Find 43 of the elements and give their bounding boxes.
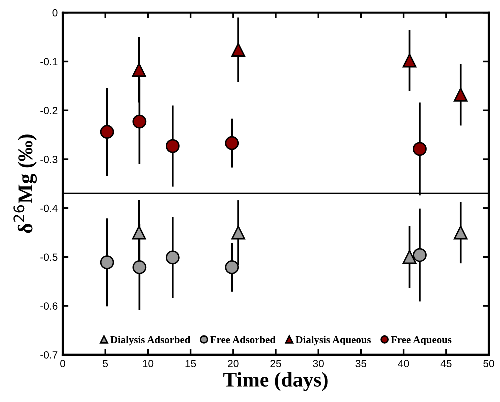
point <box>232 226 246 240</box>
point <box>454 88 468 102</box>
point <box>225 260 240 274</box>
point <box>166 139 180 154</box>
point <box>132 260 147 274</box>
x-tick-label: 50 <box>484 360 494 368</box>
x-tick-label: 40 <box>398 360 410 368</box>
x-tick-label: 10 <box>143 360 154 368</box>
x-tick-label: 0 <box>60 360 66 368</box>
point <box>454 226 468 240</box>
x-tick-label: 45 <box>440 360 452 368</box>
x-tick-label: 35 <box>356 360 367 368</box>
point <box>132 63 146 77</box>
x-tick-label: 20 <box>228 360 239 368</box>
y-tick-label: 0 <box>52 9 58 17</box>
x-axis-title: Time (days) <box>224 372 328 392</box>
x-tick-label: 5 <box>103 360 108 368</box>
point <box>132 114 147 129</box>
x-tick-label: 30 <box>313 360 324 368</box>
point <box>413 142 427 156</box>
legend-label: Dialysis Aqueous <box>296 336 372 346</box>
point <box>402 250 417 264</box>
y-tick-label: -0.3 <box>40 156 58 164</box>
y-axis-title: δ$^{26}$Mg (‰) <box>14 134 38 234</box>
x-tick-label: 15 <box>186 360 196 368</box>
legend-label: Dialysis Adsorbed <box>110 336 191 346</box>
point <box>225 136 240 150</box>
y-tick-label: -0.1 <box>40 58 58 66</box>
legend-label: Free Adsorbed <box>210 336 276 344</box>
point <box>132 226 146 240</box>
point <box>402 54 417 68</box>
point <box>100 256 114 270</box>
legend-label: Free Aqueous <box>391 336 452 346</box>
y-tick-label: -0.4 <box>40 204 58 212</box>
y-tick-label: -0.5 <box>40 254 58 262</box>
y-tick-label: -0.7 <box>40 351 58 359</box>
point <box>166 250 180 265</box>
x-tick-label: 25 <box>270 360 282 368</box>
point <box>413 248 427 262</box>
point <box>232 43 246 57</box>
y-tick-label: -0.2 <box>40 107 58 114</box>
y-tick-label: -0.6 <box>40 302 58 310</box>
point <box>100 125 114 140</box>
